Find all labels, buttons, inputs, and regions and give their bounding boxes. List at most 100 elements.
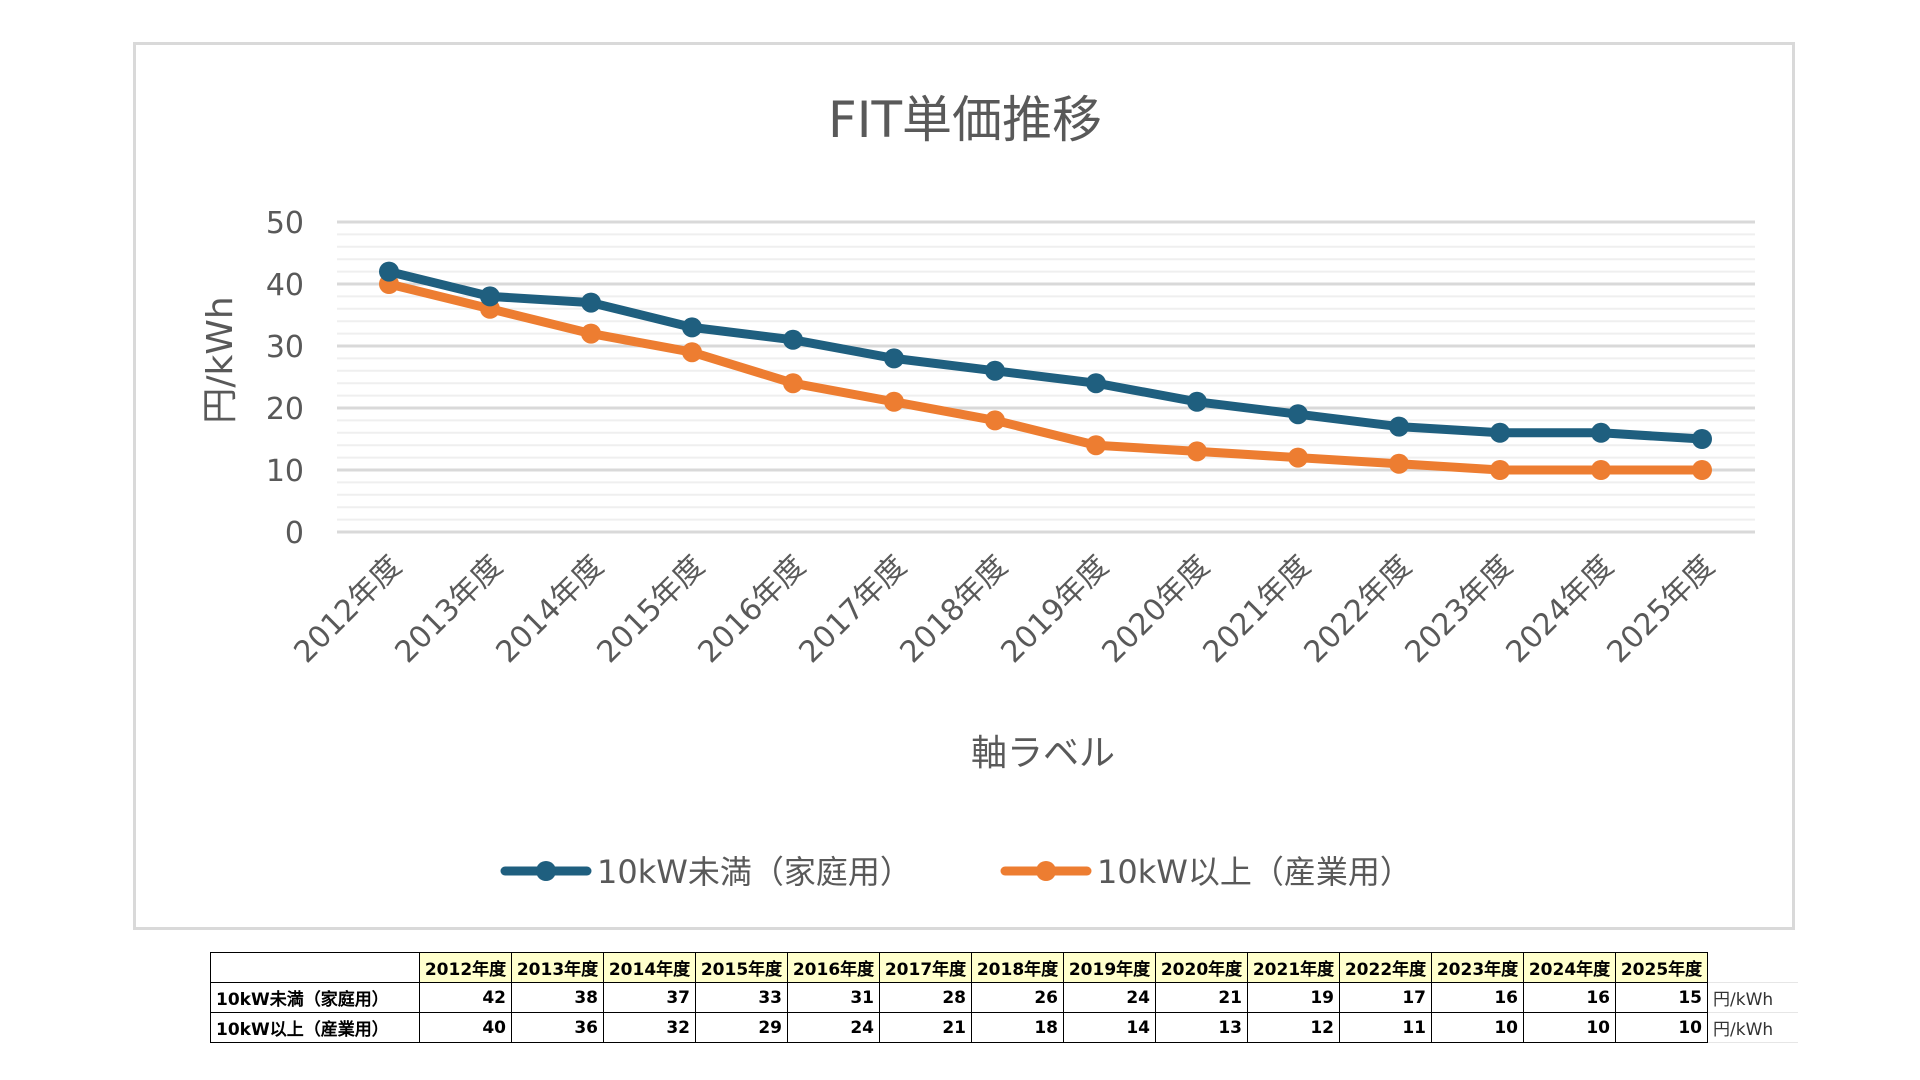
legend-label: 10kW未満（家庭用） (597, 853, 912, 891)
table-value-cell: 31 (787, 982, 880, 1013)
data-point (1086, 435, 1106, 456)
table-corner-cell (210, 952, 420, 983)
legend: 10kW未満（家庭用） 10kW以上（産業用） (500, 853, 1412, 891)
data-point (985, 360, 1005, 381)
data-point (1288, 404, 1308, 425)
table-unit-header (1707, 952, 1798, 983)
table-value-cell: 32 (603, 1012, 696, 1043)
table-value-cell: 12 (1247, 1012, 1340, 1043)
table-year-header: 2014年度 (603, 952, 696, 983)
table-value-cell: 24 (1063, 982, 1156, 1013)
data-point (1187, 441, 1207, 462)
legend-marker (1036, 861, 1056, 881)
table-unit-cell: 円/kWh (1707, 982, 1798, 1013)
data-point (1591, 460, 1611, 480)
y-tick-label: 0 (285, 516, 304, 551)
table-value-cell: 16 (1431, 982, 1524, 1013)
series-line (384, 267, 1707, 444)
data-point (1490, 422, 1510, 443)
y-tick-label: 30 (266, 330, 304, 365)
x-tick-label: 2014年度 (489, 549, 610, 670)
table-value-cell: 19 (1247, 982, 1340, 1013)
table-value-cell: 14 (1063, 1012, 1156, 1043)
table-year-header: 2019年度 (1063, 952, 1156, 983)
table-value-cell: 17 (1339, 982, 1432, 1013)
x-tick-label: 2017年度 (792, 549, 913, 670)
table-value-cell: 21 (1155, 982, 1248, 1013)
series-group (379, 274, 1712, 480)
table-value-cell: 13 (1155, 1012, 1248, 1043)
table-value-cell: 28 (879, 982, 972, 1013)
data-point (379, 261, 399, 282)
legend-item: 10kW以上（産業用） (1000, 853, 1412, 891)
table-value-cell: 26 (971, 982, 1064, 1013)
data-point (783, 373, 803, 394)
legend-label: 10kW以上（産業用） (1097, 853, 1412, 891)
y-tick-label: 50 (266, 206, 304, 241)
x-tick-label: 2023年度 (1398, 549, 1519, 670)
table-row: 10kW未満（家庭用） 42 38 37 33 31 28 26 24 21 19 17 16 16 15 円… (210, 982, 1798, 1013)
table-year-header: 2023年度 (1431, 952, 1524, 983)
table-value-cell: 11 (1339, 1012, 1432, 1043)
x-axis-title: 軸ラベル (971, 733, 1115, 774)
data-point (783, 329, 803, 350)
table-value-cell: 21 (879, 1012, 972, 1043)
table-value-cell: 18 (971, 1012, 1064, 1043)
table-year-header: 2015年度 (695, 952, 788, 983)
table-value-cell: 40 (419, 1012, 512, 1043)
table-value-cell: 16 (1523, 982, 1616, 1013)
chart-frame (133, 42, 1795, 930)
data-point (480, 286, 500, 307)
table-value-cell: 33 (695, 982, 788, 1013)
table-value-cell: 29 (695, 1012, 788, 1043)
y-tick-label: 10 (266, 454, 304, 489)
data-point (1389, 416, 1409, 437)
x-tick-label: 2019年度 (994, 549, 1115, 670)
table-row-label: 10kW以上（産業用） (210, 1012, 420, 1043)
data-point (682, 342, 702, 363)
table-row: 10kW以上（産業用） 40 36 32 29 24 21 18 14 13 12 11 10 10 10 円… (210, 1012, 1798, 1043)
x-tick-label: 2012年度 (287, 549, 408, 670)
table-value-cell: 24 (787, 1012, 880, 1043)
table-year-header: 2020年度 (1155, 952, 1248, 983)
x-tick-label: 2024年度 (1499, 549, 1620, 670)
x-tick-label: 2015年度 (590, 549, 711, 670)
data-point (581, 323, 601, 344)
data-point (1591, 422, 1611, 443)
data-table: 2012年度 2013年度 2014年度 2015年度 2016年度 2017年度 2018… (210, 952, 1798, 1043)
table-value-cell: 15 (1615, 982, 1708, 1013)
data-point (1187, 391, 1207, 412)
x-tick-label: 2020年度 (1095, 549, 1216, 670)
y-tick-label: 20 (266, 392, 304, 427)
data-point (1086, 373, 1106, 394)
x-tick-label: 2013年度 (388, 549, 509, 670)
data-point (682, 317, 702, 338)
x-tick-label: 2016年度 (691, 549, 812, 670)
legend-marker (536, 861, 556, 881)
y-axis-title: 円/kWh (200, 296, 241, 423)
table-value-cell: 10 (1431, 1012, 1524, 1043)
legend-item: 10kW未満（家庭用） (500, 853, 912, 891)
series-group (379, 261, 1712, 449)
x-tick-label: 2018年度 (893, 549, 1014, 670)
table-year-header: 2016年度 (787, 952, 880, 983)
data-point (1692, 460, 1712, 480)
data-point (581, 292, 601, 313)
table-unit-cell: 円/kWh (1707, 1012, 1798, 1043)
x-tick-label: 2025年度 (1600, 549, 1721, 670)
data-point (884, 348, 904, 369)
data-point (985, 410, 1005, 431)
x-tick-label: 2021年度 (1196, 549, 1317, 670)
data-point (884, 391, 904, 412)
table-value-cell: 10 (1523, 1012, 1616, 1043)
x-tick-labels: 2012年度2013年度2014年度2015年度2016年度2017年度2018… (287, 549, 1721, 670)
series-line (384, 279, 1707, 475)
data-point (1389, 453, 1409, 474)
table-row-label: 10kW未満（家庭用） (210, 982, 420, 1013)
table-value-cell: 10 (1615, 1012, 1708, 1043)
table-year-header: 2025年度 (1615, 952, 1708, 983)
table-year-header: 2012年度 (419, 952, 512, 983)
series-lines (379, 261, 1712, 480)
